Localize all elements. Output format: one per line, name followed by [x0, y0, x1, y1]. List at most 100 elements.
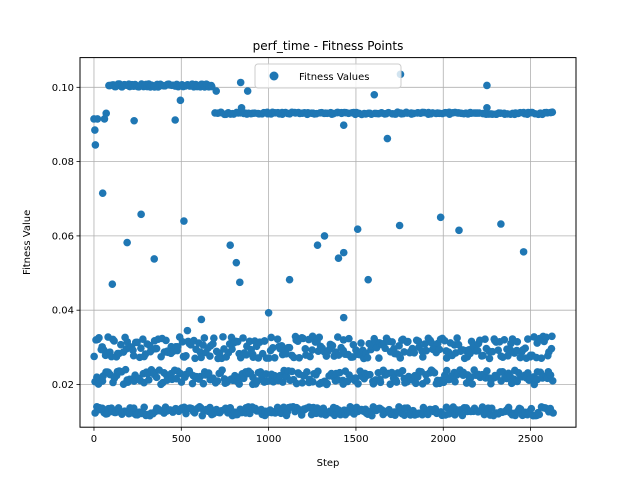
data-point — [453, 334, 461, 342]
x-tick-label: 0 — [91, 434, 97, 445]
data-point — [218, 366, 226, 374]
data-point — [323, 379, 331, 388]
data-point — [339, 248, 348, 257]
y-tick-label: 0.06 — [52, 231, 74, 242]
data-point — [521, 344, 530, 352]
data-point — [288, 367, 296, 376]
data-point — [182, 351, 190, 360]
data-point — [206, 403, 214, 412]
data-point — [197, 315, 206, 324]
data-point — [430, 369, 439, 377]
data-point — [386, 380, 395, 388]
data-point — [481, 335, 489, 343]
data-point — [121, 365, 130, 374]
data-point — [264, 308, 273, 317]
data-point — [383, 134, 392, 143]
data-point — [232, 258, 241, 267]
y-tick-label: 0.10 — [52, 83, 74, 94]
data-point — [117, 340, 125, 349]
data-point — [423, 376, 431, 385]
data-point — [442, 403, 451, 412]
data-point — [162, 336, 170, 345]
data-point — [279, 378, 287, 386]
data-point — [363, 353, 372, 362]
data-point — [535, 410, 544, 419]
data-point — [468, 380, 477, 388]
data-point — [210, 334, 218, 342]
data-point — [276, 371, 284, 380]
y-axis-label: Fitness Value — [22, 210, 33, 275]
y-tick-label: 0.04 — [52, 306, 74, 317]
data-point — [451, 377, 459, 386]
data-point — [542, 333, 551, 342]
data-point — [235, 380, 244, 388]
data-point — [219, 333, 227, 341]
data-point — [91, 141, 100, 149]
data-point — [548, 332, 556, 341]
data-point — [110, 337, 118, 345]
data-point — [421, 340, 429, 348]
data-point — [427, 338, 436, 347]
data-point — [524, 335, 532, 343]
data-point — [292, 379, 301, 388]
data-point — [419, 353, 427, 361]
data-point — [228, 345, 236, 353]
data-point — [442, 366, 451, 375]
data-point — [236, 78, 245, 87]
data-point — [150, 255, 159, 263]
data-point — [282, 350, 290, 358]
data-point — [285, 275, 294, 284]
x-axis-label: Step — [317, 458, 340, 469]
x-tick-label: 1000 — [256, 434, 281, 445]
data-point — [549, 409, 557, 417]
plot-frame — [79, 57, 577, 428]
data-point — [466, 349, 474, 358]
data-point — [200, 334, 209, 342]
data-point — [233, 337, 242, 346]
legend: Fitness Values — [254, 63, 402, 89]
data-point — [197, 353, 205, 362]
legend-box — [254, 63, 402, 89]
data-point — [183, 326, 192, 335]
data-point — [95, 334, 103, 342]
data-point — [133, 338, 141, 347]
data-point — [364, 275, 372, 284]
data-point — [454, 340, 463, 349]
data-point — [513, 337, 522, 346]
data-point — [265, 354, 273, 362]
data-point — [487, 404, 496, 413]
data-point — [152, 373, 161, 382]
data-point — [212, 87, 221, 95]
data-point — [334, 254, 343, 262]
x-tick-label: 2000 — [431, 434, 456, 445]
data-point — [328, 341, 337, 350]
data-point — [295, 353, 304, 362]
data-point — [483, 103, 491, 112]
data-point — [301, 345, 310, 353]
data-point — [176, 96, 185, 105]
data-point — [144, 376, 153, 384]
data-point — [353, 225, 362, 234]
data-point — [368, 411, 376, 420]
data-point — [388, 338, 396, 346]
data-point — [213, 377, 222, 385]
data-point — [494, 346, 503, 355]
data-point — [180, 217, 188, 225]
data-point — [339, 313, 348, 322]
data-point — [290, 353, 298, 362]
y-tick-label: 0.02 — [52, 380, 74, 391]
data-point — [178, 338, 187, 346]
data-point — [102, 109, 110, 118]
data-point — [519, 248, 528, 256]
data-point — [206, 352, 214, 360]
data-point — [547, 344, 556, 353]
data-point — [370, 90, 379, 99]
data-point — [548, 108, 557, 117]
data-point — [375, 354, 383, 362]
data-point — [171, 116, 179, 124]
data-point — [354, 379, 362, 388]
data-point — [152, 344, 161, 353]
ticks-layer: 0 500 1000 1500 2000 2500 0.02 0.04 0.06 0.08 0.10 — [52, 83, 544, 445]
data-point — [395, 342, 403, 350]
